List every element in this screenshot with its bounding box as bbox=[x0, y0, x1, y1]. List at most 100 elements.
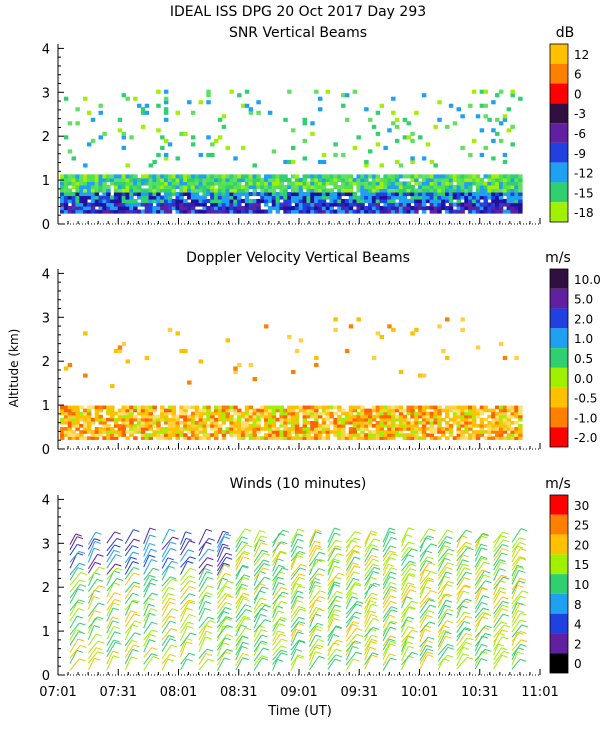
doppler-cell bbox=[63, 414, 69, 419]
wind-barb-flag bbox=[520, 619, 527, 623]
snr-cell bbox=[121, 191, 127, 197]
snr-cell bbox=[352, 202, 358, 207]
snr-cell bbox=[510, 198, 515, 204]
doppler-cell bbox=[240, 414, 246, 419]
snr-cell bbox=[356, 181, 361, 186]
doppler-cell bbox=[337, 436, 342, 440]
doppler-cell bbox=[233, 427, 238, 431]
wind-barb-flag bbox=[242, 565, 249, 569]
doppler-cell bbox=[391, 417, 396, 422]
snr-cell bbox=[429, 188, 435, 193]
doppler-cell bbox=[471, 436, 477, 440]
wind-barb-flag bbox=[190, 632, 197, 636]
snr-cell bbox=[321, 202, 327, 207]
doppler-cell bbox=[475, 430, 481, 434]
doppler-cell bbox=[491, 408, 496, 413]
snr-cell bbox=[310, 177, 315, 183]
doppler-cell bbox=[406, 420, 411, 425]
snr-cell bbox=[179, 191, 184, 197]
wind-barb-flag bbox=[75, 629, 82, 633]
wind-barb bbox=[143, 527, 151, 544]
doppler-cell bbox=[140, 417, 146, 422]
doppler-cell bbox=[495, 433, 500, 437]
wind-barb-flag bbox=[464, 611, 471, 615]
wind-barb-flag bbox=[352, 658, 360, 662]
doppler-cell bbox=[456, 427, 461, 431]
snr-cell bbox=[137, 103, 142, 108]
doppler-cell bbox=[314, 405, 319, 410]
snr-cell bbox=[387, 195, 392, 200]
wind-barb bbox=[216, 625, 228, 638]
wind-barb bbox=[124, 538, 135, 551]
snr-cell bbox=[445, 195, 450, 200]
wind-barb bbox=[474, 533, 484, 544]
doppler-cell bbox=[113, 411, 119, 416]
snr-cell bbox=[102, 206, 107, 211]
snr-cell bbox=[321, 159, 327, 165]
doppler-cell bbox=[63, 411, 69, 416]
doppler-cell bbox=[279, 420, 284, 425]
doppler-cell bbox=[310, 420, 315, 425]
wind-barb-flag bbox=[352, 623, 359, 627]
snr-cell bbox=[225, 181, 230, 186]
snr-cell bbox=[314, 184, 319, 190]
wind-barb-flag bbox=[152, 567, 160, 571]
snr-cell bbox=[506, 202, 512, 207]
doppler-cell bbox=[398, 420, 404, 425]
snr-cell bbox=[117, 198, 123, 204]
doppler-cell bbox=[214, 405, 219, 410]
wind-barb bbox=[198, 620, 210, 635]
snr-cell bbox=[471, 191, 477, 197]
wind-barb bbox=[382, 595, 391, 609]
doppler-cell bbox=[163, 430, 169, 434]
doppler-cell bbox=[506, 405, 512, 410]
snr-cell bbox=[387, 184, 392, 190]
doppler-cell bbox=[352, 427, 358, 431]
doppler-cell bbox=[167, 436, 173, 440]
snr-cell bbox=[294, 188, 300, 193]
doppler-cell bbox=[237, 417, 242, 422]
wind-barb bbox=[419, 645, 427, 657]
snr-cell bbox=[337, 188, 342, 193]
snr-cell bbox=[129, 202, 134, 207]
doppler-cell bbox=[117, 433, 123, 437]
doppler-cell bbox=[140, 405, 146, 410]
snr-cell bbox=[291, 128, 296, 133]
snr-cell bbox=[310, 184, 315, 190]
wind-barb-flag bbox=[516, 564, 524, 568]
wind-barb bbox=[474, 613, 486, 628]
doppler-cell bbox=[495, 411, 500, 416]
snr-cell bbox=[317, 159, 323, 165]
wind-barb bbox=[511, 566, 519, 582]
colorbar-label: 0.0 bbox=[574, 372, 593, 386]
snr-cell bbox=[498, 206, 504, 211]
doppler-cell bbox=[187, 423, 192, 428]
snr-cell bbox=[360, 206, 365, 211]
snr-cell bbox=[491, 198, 496, 204]
wind-barb bbox=[161, 557, 169, 569]
doppler-cell bbox=[433, 405, 438, 410]
doppler-cell bbox=[67, 405, 73, 410]
wind-barb bbox=[87, 562, 96, 574]
wind-barb-flag bbox=[426, 640, 433, 644]
doppler-cell bbox=[471, 414, 477, 419]
doppler-cell bbox=[317, 414, 323, 419]
snr-cell bbox=[321, 174, 327, 179]
snr-cell bbox=[233, 209, 238, 214]
doppler-cell bbox=[291, 411, 296, 416]
snr-cell bbox=[495, 188, 500, 193]
snr-cell bbox=[152, 177, 157, 183]
doppler-cell bbox=[306, 430, 311, 434]
wind-barb bbox=[88, 633, 97, 646]
snr-cell bbox=[506, 206, 512, 211]
snr-cell bbox=[83, 202, 88, 207]
snr-cell bbox=[137, 195, 142, 200]
snr-cell bbox=[210, 209, 215, 214]
doppler-cell bbox=[106, 417, 111, 422]
snr-cell bbox=[425, 177, 431, 183]
snr-cell bbox=[383, 181, 388, 186]
snr-cell bbox=[402, 184, 408, 190]
snr-cell bbox=[356, 188, 361, 193]
wind-barb-flag bbox=[77, 552, 84, 556]
wind-barb bbox=[382, 553, 393, 566]
